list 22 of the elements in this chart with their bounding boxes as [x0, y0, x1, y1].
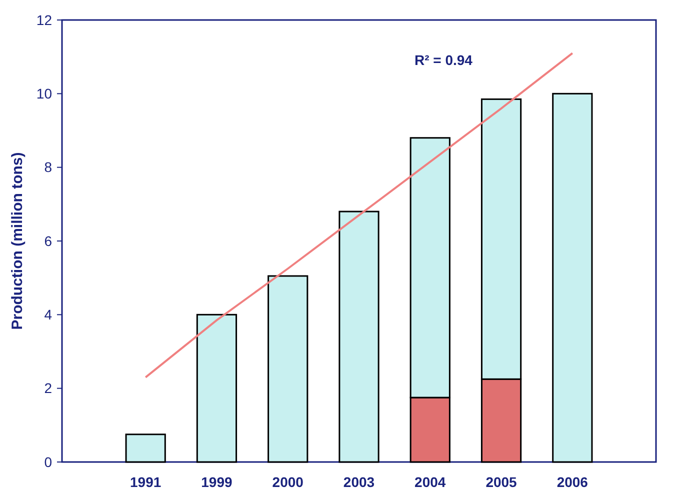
y-tick-label: 10	[36, 86, 52, 102]
x-tick-label: 2003	[343, 474, 375, 490]
y-axis-title: Production (million tons)	[9, 152, 26, 330]
x-tick-label: 2004	[414, 474, 446, 490]
x-tick-label: 1991	[130, 474, 162, 490]
y-tick-label: 6	[44, 232, 52, 249]
y-tick-label: 8	[44, 159, 52, 176]
bar	[338, 210, 380, 463]
bar	[125, 434, 166, 463]
y-tick-label: 2	[44, 380, 52, 396]
annotation: R² = 0.94	[414, 52, 473, 68]
x-tick-label: 2005	[486, 474, 518, 490]
bar	[552, 92, 593, 463]
y-tick-label: 4	[44, 306, 52, 323]
x-tick-label: 2000	[272, 474, 304, 490]
x-tick-label: 1999	[201, 474, 233, 490]
x-tick-label: 2006	[556, 474, 588, 490]
bar	[268, 275, 308, 463]
y-tick-label: 12	[36, 12, 52, 28]
bar	[196, 314, 238, 463]
y-tick-label: 0	[44, 454, 52, 470]
line-series	[144, 52, 574, 378]
